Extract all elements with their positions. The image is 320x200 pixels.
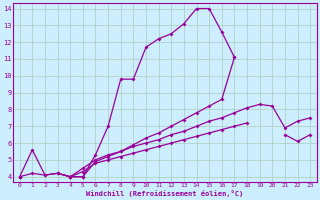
- X-axis label: Windchill (Refroidissement éolien,°C): Windchill (Refroidissement éolien,°C): [86, 190, 244, 197]
